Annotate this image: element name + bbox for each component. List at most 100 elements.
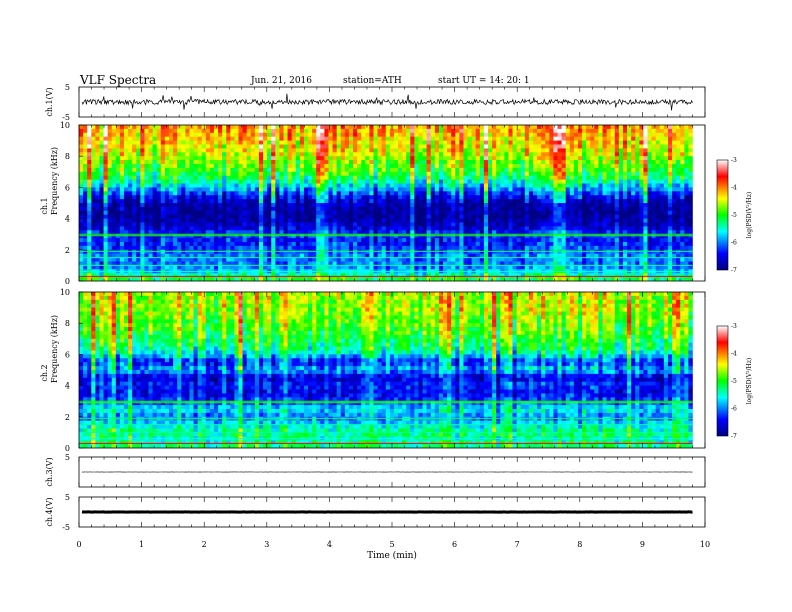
spectrogram-cell [353, 206, 358, 212]
spectrogram-cell [168, 160, 174, 165]
spectrogram-cell [189, 245, 194, 251]
spectrogram-cell [369, 125, 374, 130]
spectrogram-cell [684, 148, 689, 153]
spectrogram-cell [353, 179, 358, 184]
spectrogram-cell [348, 187, 354, 192]
spectrogram-cell [573, 226, 579, 231]
spectrogram-cell [348, 234, 354, 239]
spectrogram-cell [606, 203, 611, 208]
spectrogram-cell [344, 242, 350, 247]
spectrogram-cell [308, 125, 313, 130]
spectrogram-cell [95, 125, 100, 130]
spectrogram-cell [479, 249, 485, 254]
spectrogram-cell [402, 152, 407, 157]
spectrogram-cell [193, 206, 198, 212]
spectrogram-cell [189, 160, 194, 165]
spectrogram-cell [197, 179, 202, 184]
spectrogram-cell [532, 210, 538, 215]
spectrogram-cell [205, 222, 211, 227]
spectrogram-cell [643, 222, 648, 227]
spectrogram-cell [365, 238, 370, 243]
spectrogram-cell [622, 125, 628, 130]
spectrogram-cell [287, 218, 292, 223]
spectrogram-cell [627, 187, 632, 192]
spectrogram-cell [659, 183, 665, 188]
spectrogram-cell [197, 245, 202, 251]
spectrogram-cell [168, 218, 174, 223]
spectrogram-cell [156, 238, 162, 243]
spectrogram-cell [275, 210, 280, 215]
spectrogram-cell [541, 148, 546, 153]
spectrogram-cell [455, 179, 460, 184]
spectrogram-cell [406, 191, 411, 196]
spectrogram-cell [565, 128, 571, 134]
spectrogram-cell [83, 253, 88, 258]
spectrogram-cell [111, 199, 117, 204]
spectrogram-cell [541, 152, 546, 157]
spectrogram-cell [590, 183, 595, 188]
spectrogram-cell [504, 171, 509, 176]
spectrogram-cell [205, 195, 211, 200]
spectrogram-cell [528, 156, 534, 161]
spectrogram-cell [267, 218, 272, 223]
spectrogram-cell [205, 214, 211, 219]
spectrogram-cell [475, 245, 481, 251]
spectrogram-cell [676, 234, 681, 239]
spectrogram-cell [258, 210, 264, 215]
spectrogram-cell [651, 160, 656, 165]
spectrogram-cell [348, 210, 354, 215]
spectrogram-cell [136, 179, 141, 184]
spectrogram-cell [119, 183, 125, 188]
spectrogram-cell [565, 199, 571, 204]
spectrogram-cell [655, 164, 661, 169]
spectrogram-cell [99, 164, 104, 169]
spectrogram-cell [107, 234, 113, 239]
spectrogram-cell [688, 136, 693, 141]
spectrogram-cell [246, 214, 252, 219]
spectrogram-cell [651, 245, 656, 251]
spectrogram-cell [316, 152, 321, 157]
spectrogram-cell [557, 152, 562, 157]
spectrogram-cell [602, 230, 607, 235]
spectrogram-cell [316, 203, 321, 208]
spectrogram-cell [516, 175, 522, 180]
spectrogram-cell [487, 175, 493, 180]
spectrogram-cell [688, 214, 693, 219]
spectrogram-cell [299, 203, 305, 208]
spectrogram-cell [246, 179, 252, 184]
spectrogram-cell [250, 179, 256, 184]
spectrogram-cell [185, 171, 190, 176]
spectrogram-cell [672, 249, 677, 254]
spectrogram-cell [148, 144, 153, 149]
spectrogram-cell [414, 206, 419, 212]
spectrogram-cell [590, 230, 595, 235]
spectrogram-cell [410, 179, 415, 184]
spectrogram-cell [340, 249, 346, 254]
spectrogram-cell [414, 222, 419, 227]
spectrogram-cell [393, 175, 399, 180]
spectrogram-cell [569, 249, 575, 254]
spectrogram-cell [283, 156, 288, 161]
spectrogram-cell [209, 152, 215, 157]
spectrogram-cell [238, 152, 243, 157]
spectrogram-cell [479, 156, 485, 161]
spectrogram-cell [639, 195, 644, 200]
spectrogram-cell [655, 128, 661, 134]
spectrogram-cell [193, 203, 198, 208]
spectrogram-cell [197, 234, 202, 239]
spectrogram-cell [152, 167, 158, 173]
spectrogram-cell [234, 214, 239, 219]
spectrogram-cell [303, 218, 309, 223]
spectrogram-cell [377, 206, 382, 212]
spectrogram-cell [119, 167, 125, 173]
spectrogram-cell [246, 160, 252, 165]
spectrogram-cell [173, 238, 178, 243]
spectrogram-cell [340, 187, 346, 192]
spectrogram-cell [189, 171, 194, 176]
spectrogram-cell [201, 242, 207, 247]
spectrogram-cell [275, 226, 280, 231]
spectrogram-cell [475, 238, 481, 243]
spectrogram-cell [140, 249, 145, 254]
spectrogram-cell [537, 230, 542, 235]
spectrogram-cell [590, 214, 595, 219]
